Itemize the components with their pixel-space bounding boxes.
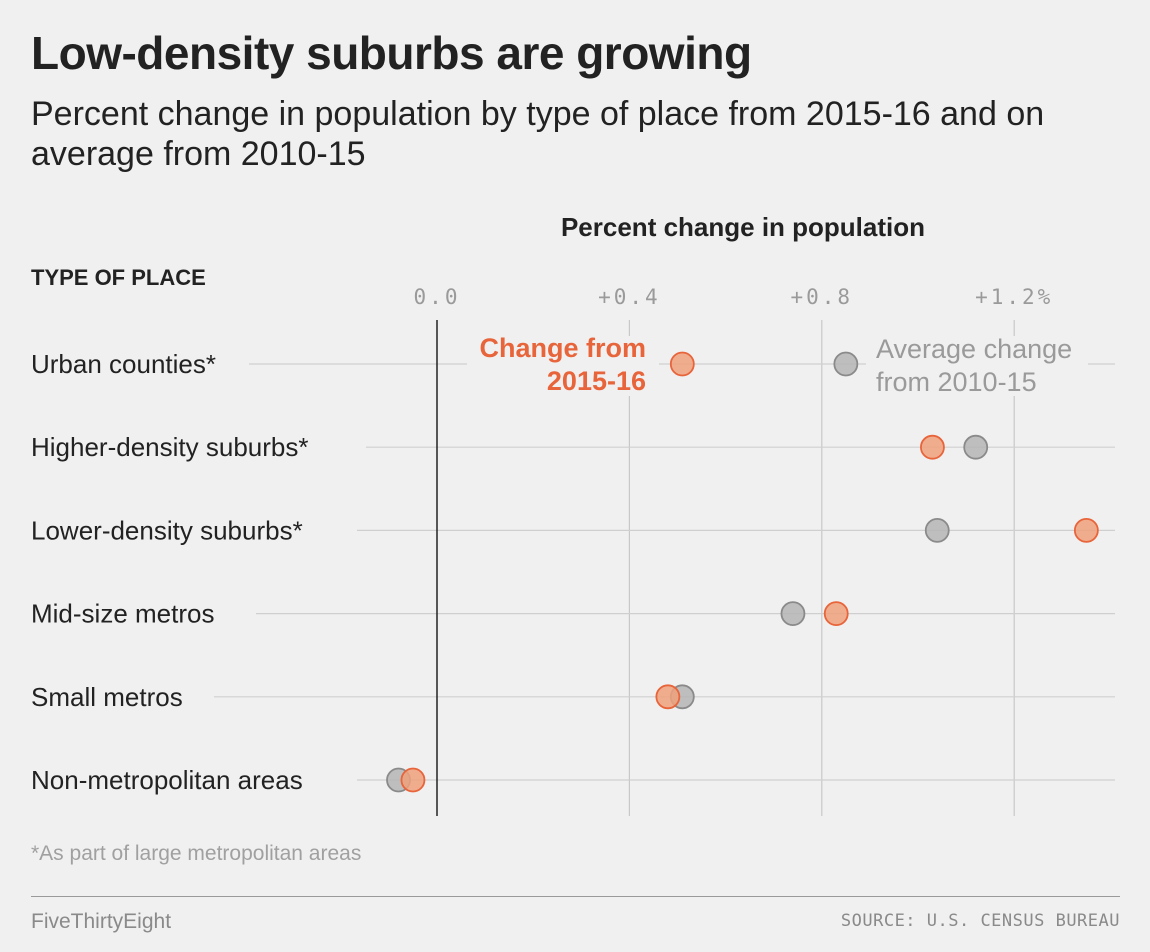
dot-change-2015-16 bbox=[400, 767, 426, 793]
row-label: Non-metropolitan areas bbox=[31, 765, 303, 795]
footer-divider bbox=[31, 896, 1120, 897]
series-label-2010-15: Average change bbox=[876, 334, 1072, 364]
dot-average-2010-15 bbox=[924, 518, 950, 543]
row-label: Urban counties* bbox=[31, 349, 216, 379]
tick-label: +1.2% bbox=[975, 285, 1053, 309]
row-label: Higher-density suburbs* bbox=[31, 432, 308, 462]
series-label-2015-16: Change from bbox=[479, 333, 646, 363]
brand-label: FiveThirtyEight bbox=[31, 910, 172, 933]
row-label: Mid-size metros bbox=[31, 599, 214, 629]
row-header: TYPE OF PLACE bbox=[31, 265, 206, 290]
data-points bbox=[386, 351, 1099, 793]
axis-title: Percent change in population bbox=[561, 212, 925, 242]
tick-labels: 0.0 +0.4 +0.8 +1.2% bbox=[414, 285, 1053, 309]
tick-label: +0.4 bbox=[598, 285, 661, 309]
dot-change-2015-16 bbox=[823, 601, 849, 626]
dot-average-2010-15 bbox=[780, 601, 806, 626]
source-label: SOURCE: U.S. CENSUS BUREAU bbox=[840, 911, 1120, 931]
dot-change-2015-16 bbox=[920, 434, 945, 460]
chart-title: Low-density suburbs are growing bbox=[31, 27, 752, 79]
row-lines bbox=[214, 363, 1115, 781]
label-backdrop bbox=[866, 336, 1088, 396]
dot-change-2015-16 bbox=[655, 684, 681, 710]
dot-average-2010-15 bbox=[833, 351, 859, 377]
row-label: Lower-density suburbs* bbox=[31, 515, 303, 545]
row-label: Small metros bbox=[31, 682, 183, 712]
dot-average-2010-15 bbox=[963, 434, 989, 460]
row-labels: Urban counties* Higher-density suburbs* Lo… bbox=[31, 349, 308, 795]
series-label-2010-15: from 2010-15 bbox=[876, 367, 1037, 397]
series-label-2015-16: 2015-16 bbox=[547, 366, 646, 396]
tick-label: 0.0 bbox=[414, 285, 461, 309]
dot-change-2015-16 bbox=[669, 351, 695, 377]
tick-label: +0.8 bbox=[791, 285, 854, 309]
chart-subtitle: Percent change in population by type of … bbox=[31, 95, 1045, 173]
gridlines bbox=[628, 320, 1015, 816]
label-backdrop bbox=[467, 336, 659, 396]
footnote: *As part of large metropolitan areas bbox=[31, 842, 362, 865]
dot-change-2015-16 bbox=[1073, 518, 1099, 543]
